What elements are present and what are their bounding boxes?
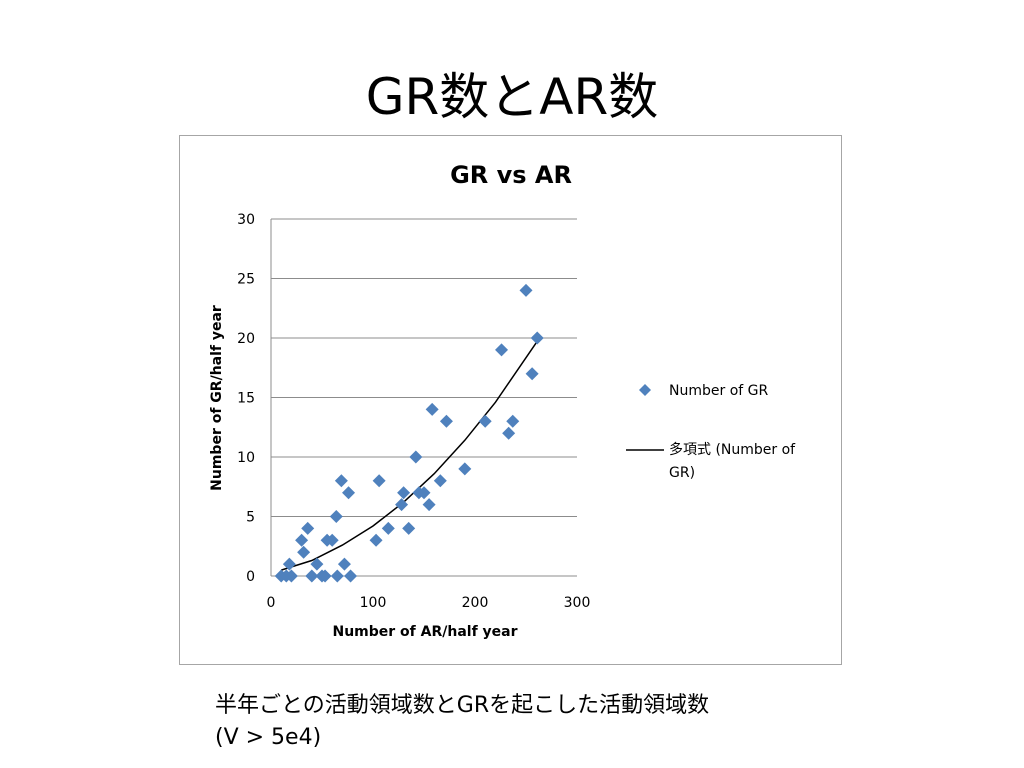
legend-marker-diamond [639,384,651,396]
data-point-diamond [295,533,309,547]
data-point-diamond [417,486,431,500]
data-point-diamond [402,521,416,535]
data-point-diamond [525,367,539,381]
y-tick-label: 0 [246,569,255,585]
data-points [274,283,544,583]
data-point-diamond [439,414,453,428]
data-point-diamond [425,402,439,416]
chart-title: GR vs AR [450,161,572,189]
data-point-diamond [397,486,411,500]
data-point-diamond [502,426,516,440]
gridlines [271,218,577,517]
y-tick-label: 5 [246,510,255,526]
legend: Number of GR 多項式 (Number of GR) [626,383,796,481]
x-tick-label: 300 [564,595,591,611]
data-point-diamond [305,569,319,583]
y-tick-label: 20 [237,331,255,347]
data-point-diamond [495,343,509,357]
data-point-diamond [344,569,358,583]
x-tick-label: 200 [462,595,489,611]
data-point-diamond [330,569,344,583]
y-tick-label: 10 [237,450,255,466]
data-point-diamond [329,510,343,523]
data-point-diamond [458,462,472,476]
x-tick-label: 100 [360,595,387,611]
data-point-diamond [318,569,332,583]
caption-line-2: (V > 5e4) [215,725,322,750]
data-point-diamond [284,569,298,583]
data-point-diamond [422,498,436,512]
y-tick-label: 25 [237,272,255,288]
data-point-diamond [395,498,409,512]
data-point-diamond [478,414,492,428]
data-point-diamond [369,533,383,547]
legend-label-trendline: 多項式 (Number of GR) [669,441,796,481]
data-point-diamond [342,486,356,500]
data-point-diamond [337,557,351,571]
data-point-diamond [325,533,339,547]
data-point-diamond [433,474,447,488]
caption-line-1: 半年ごとの活動領域数とGRを起こした活動領域数 [215,693,710,718]
slide-caption: 半年ごとの活動領域数とGRを起こした活動領域数 (V > 5e4) [215,690,915,754]
x-tick-label: 0 [267,595,276,611]
data-point-diamond [334,474,348,488]
data-point-diamond [519,283,533,297]
data-point-diamond [372,474,386,488]
polynomial-trendline [280,342,537,571]
legend-label-series: Number of GR [669,383,768,399]
trendline-layer [280,342,537,571]
data-point-diamond [282,557,296,571]
data-point-diamond [381,521,395,535]
data-point-diamond [301,521,315,535]
data-point-diamond [409,450,423,464]
data-point-diamond [310,557,324,571]
slide-title: GR数とAR数 [365,68,659,126]
data-point-diamond [506,414,520,428]
data-point-diamond [297,545,311,559]
y-tick-label: 15 [237,391,255,407]
data-point-diamond [530,331,544,345]
x-axis-label: Number of AR/half year [332,624,517,640]
chart-frame: GR vs AR 0 5 10 15 20 25 30 0 100 200 300 Number o… [179,135,842,665]
y-tick-label: 30 [237,212,255,228]
y-axis-label: Number of GR/half year [209,305,225,491]
